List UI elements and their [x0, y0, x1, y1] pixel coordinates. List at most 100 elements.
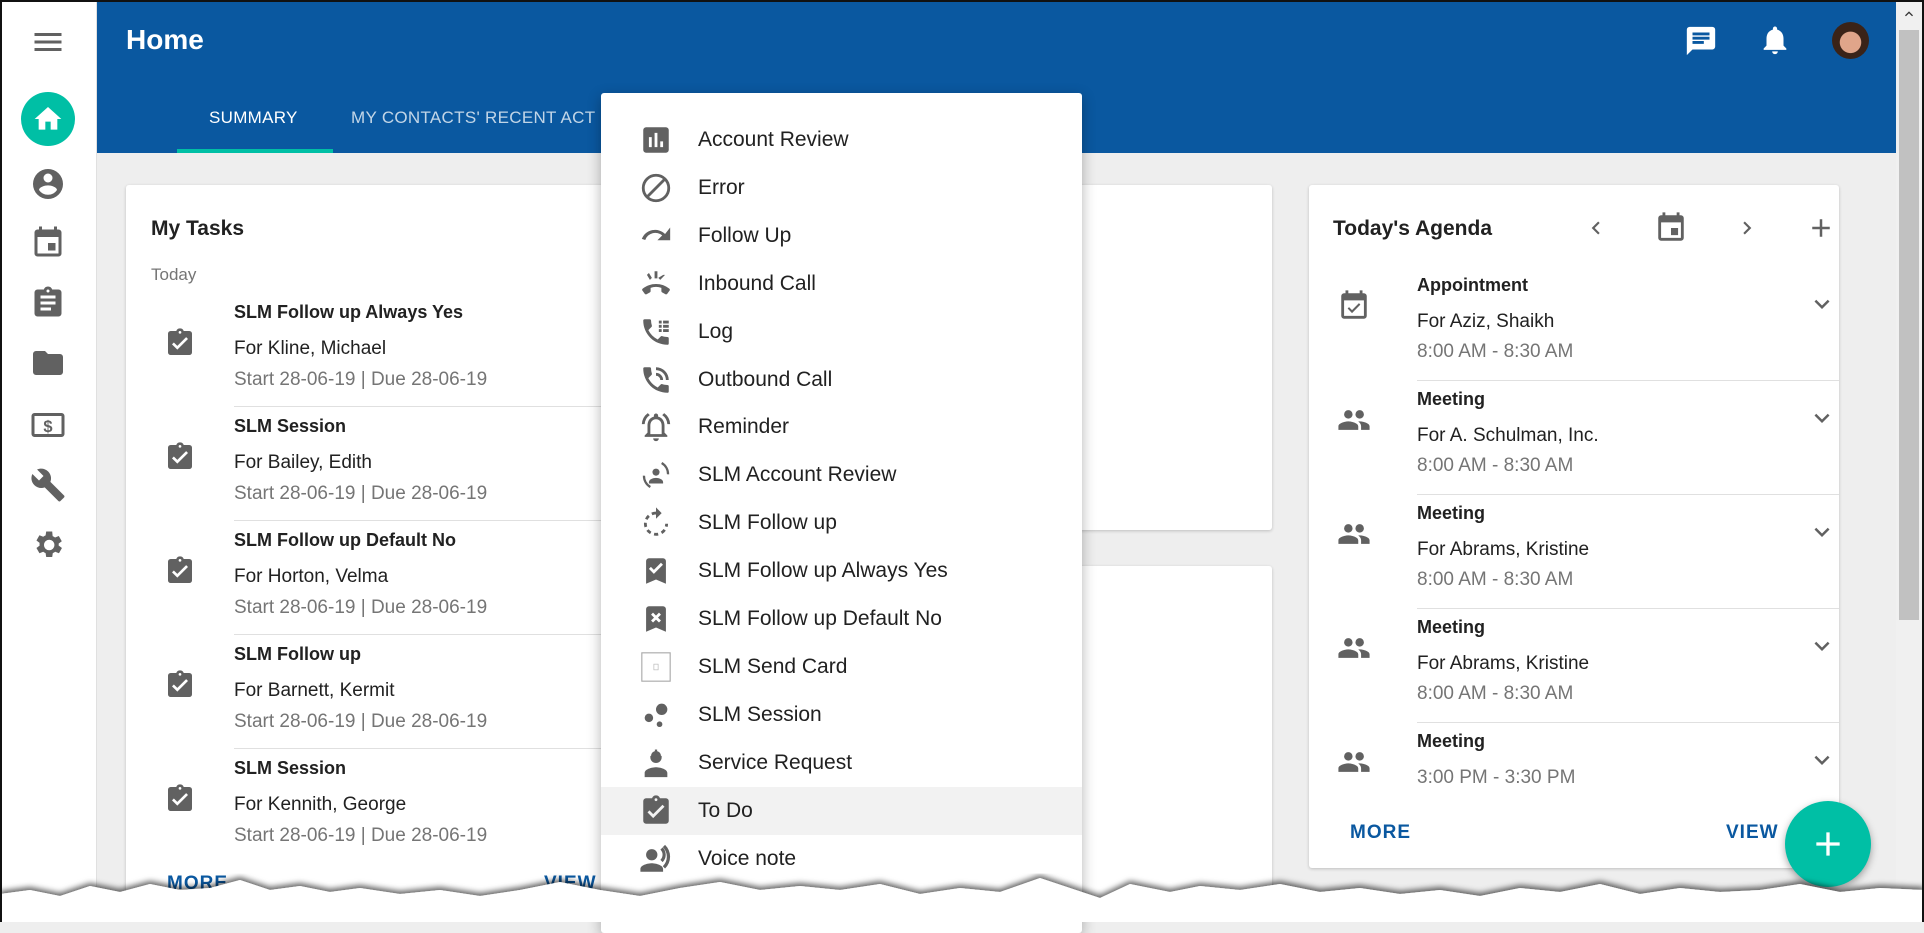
- billing-icon: $: [31, 413, 65, 437]
- plus-icon: [1812, 219, 1830, 237]
- clipboard-icon: [34, 286, 62, 317]
- sidebar-item-calendar[interactable]: [30, 225, 66, 261]
- sidebar-item-settings[interactable]: [30, 527, 66, 563]
- chevron-down-icon: [1814, 755, 1830, 765]
- agenda-item-title: Meeting: [1417, 503, 1486, 523]
- my-tasks-title: My Tasks: [151, 217, 244, 240]
- broken-image-icon: [641, 652, 671, 682]
- menu-item[interactable]: SLM Account Review: [601, 451, 1082, 499]
- agenda-item[interactable]: Meeting For A. Schulman, Inc. 8:00 AM - …: [1309, 389, 1839, 503]
- menu-item[interactable]: Outbound Call: [601, 356, 1082, 404]
- divider: [234, 634, 606, 635]
- people-icon: [1338, 638, 1370, 658]
- phone-wave-icon: [643, 366, 669, 393]
- sidebar-item-documents[interactable]: [30, 345, 66, 381]
- agenda-item-time: 8:00 AM - 8:30 AM: [1417, 569, 1574, 590]
- agenda-item[interactable]: Appointment For Aziz, Shaikh 8:00 AM - 8…: [1309, 275, 1839, 389]
- task-title: SLM Follow up Default No: [234, 530, 456, 550]
- agenda-item[interactable]: Meeting For Abrams, Kristine 8:00 AM - 8…: [1309, 503, 1839, 617]
- people-icon: [1338, 410, 1370, 430]
- agenda-title: Today's Agenda: [1333, 217, 1493, 240]
- agenda-item-contact: For Abrams, Kristine: [1417, 653, 1590, 674]
- avatar[interactable]: [1832, 22, 1869, 59]
- expand-button[interactable]: [1807, 289, 1837, 324]
- redo-icon: [641, 227, 671, 241]
- chevron-down-icon: [1814, 641, 1830, 651]
- menu-icon[interactable]: [30, 24, 66, 60]
- agenda-item[interactable]: Meeting For Abrams, Kristine 8:00 AM - 8…: [1309, 617, 1839, 731]
- task-list-item[interactable]: SLM Follow up Always Yes For Kline, Mich…: [126, 293, 606, 407]
- add-agenda-button[interactable]: [1806, 213, 1836, 248]
- menu-item[interactable]: Reminder: [601, 403, 1082, 451]
- scrollbar-thumb[interactable]: [1899, 30, 1919, 620]
- expand-button[interactable]: [1807, 403, 1837, 438]
- task-list-item[interactable]: SLM Session For Bailey, Edith Start 28-0…: [126, 407, 606, 521]
- plus-icon: [1816, 832, 1840, 856]
- menu-item-label: Follow Up: [698, 223, 792, 247]
- scroll-up-icon[interactable]: [1901, 6, 1917, 22]
- clipboard-check-icon: [168, 442, 192, 469]
- task-contact: For Horton, Velma: [234, 566, 389, 587]
- menu-item[interactable]: To Do: [601, 786, 1082, 835]
- chat-icon[interactable]: [1684, 24, 1718, 63]
- expand-button[interactable]: [1807, 631, 1837, 666]
- bell-icon[interactable]: [1758, 23, 1792, 62]
- divider: [1417, 722, 1839, 723]
- expand-button[interactable]: [1807, 745, 1837, 780]
- menu-item[interactable]: Account Review: [601, 116, 1082, 164]
- sidebar-item-home[interactable]: [21, 92, 75, 146]
- agenda-more-link[interactable]: MORE: [1350, 822, 1411, 843]
- torn-edge: [0, 878, 1924, 922]
- agenda-item-time: 8:00 AM - 8:30 AM: [1417, 455, 1574, 476]
- sidebar-item-billing[interactable]: $: [30, 407, 66, 443]
- scrollbar[interactable]: [1896, 0, 1922, 922]
- menu-item[interactable]: SLM Follow up Default No: [601, 595, 1082, 643]
- next-day-button[interactable]: [1734, 215, 1760, 246]
- menu-item[interactable]: Service Request: [601, 739, 1082, 787]
- activity-type-menu: Account Review Error Follow Up Inbound C…: [601, 93, 1082, 933]
- task-contact: For Barnett, Kermit: [234, 680, 395, 701]
- tab-summary[interactable]: SUMMARY: [209, 108, 298, 127]
- task-list-item[interactable]: SLM Follow up For Barnett, Kermit Start …: [126, 635, 606, 749]
- menu-item-label: Account Review: [698, 128, 849, 151]
- agenda-item-time: 3:00 PM - 3:30 PM: [1417, 767, 1576, 788]
- menu-item[interactable]: SLM Session: [601, 691, 1082, 739]
- menu-item-label: SLM Follow up Always Yes: [698, 559, 948, 583]
- sidebar-item-contacts[interactable]: [30, 166, 66, 202]
- task-title: SLM Follow up Always Yes: [234, 302, 464, 322]
- add-fab-button[interactable]: [1785, 801, 1871, 887]
- clipboard-check-icon: [168, 556, 192, 583]
- worker-icon: [644, 749, 668, 777]
- task-list-item[interactable]: SLM Session For Kennith, George Start 28…: [126, 749, 606, 863]
- task-dates: Start 28-06-19 | Due 28-06-19: [234, 711, 488, 732]
- menu-item[interactable]: Voice note: [601, 835, 1082, 883]
- menu-item[interactable]: Error: [601, 164, 1082, 212]
- tab-my-contacts-recent-activity[interactable]: MY CONTACTS' RECENT ACT: [351, 108, 596, 127]
- menu-item[interactable]: SLM Send Card: [601, 643, 1082, 691]
- phone-log-icon: [643, 318, 669, 345]
- menu-item-label: Log: [698, 319, 734, 343]
- task-title: SLM Session: [234, 416, 347, 436]
- voice-icon: [640, 844, 671, 872]
- task-contact: For Kennith, George: [234, 794, 407, 815]
- task-contact: For Bailey, Edith: [234, 452, 372, 473]
- agenda-item-contact: For Abrams, Kristine: [1417, 539, 1590, 560]
- agenda-item-contact: For A. Schulman, Inc.: [1417, 425, 1599, 446]
- menu-item-label: Service Request: [698, 750, 853, 774]
- menu-item[interactable]: Log: [601, 308, 1082, 356]
- sidebar-item-tasks[interactable]: [30, 285, 66, 321]
- menu-item[interactable]: SLM Follow up Always Yes: [601, 547, 1082, 595]
- sidebar-item-tools[interactable]: [30, 467, 66, 503]
- task-dates: Start 28-06-19 | Due 28-06-19: [234, 597, 488, 618]
- menu-item[interactable]: SLM Follow up: [601, 499, 1082, 547]
- menu-item[interactable]: Inbound Call: [601, 260, 1082, 308]
- previous-day-button[interactable]: [1583, 215, 1609, 246]
- agenda-item-title: Meeting: [1417, 389, 1486, 409]
- expand-button[interactable]: [1807, 517, 1837, 552]
- person-cycle-icon: [642, 462, 670, 489]
- calendar-button[interactable]: [1654, 211, 1688, 250]
- agenda-view-link[interactable]: VIEW: [1726, 822, 1779, 843]
- task-list-item[interactable]: SLM Follow up Default No For Horton, Vel…: [126, 521, 606, 635]
- agenda-item[interactable]: Meeting 3:00 PM - 3:30 PM: [1309, 731, 1839, 845]
- menu-item[interactable]: Follow Up: [601, 212, 1082, 260]
